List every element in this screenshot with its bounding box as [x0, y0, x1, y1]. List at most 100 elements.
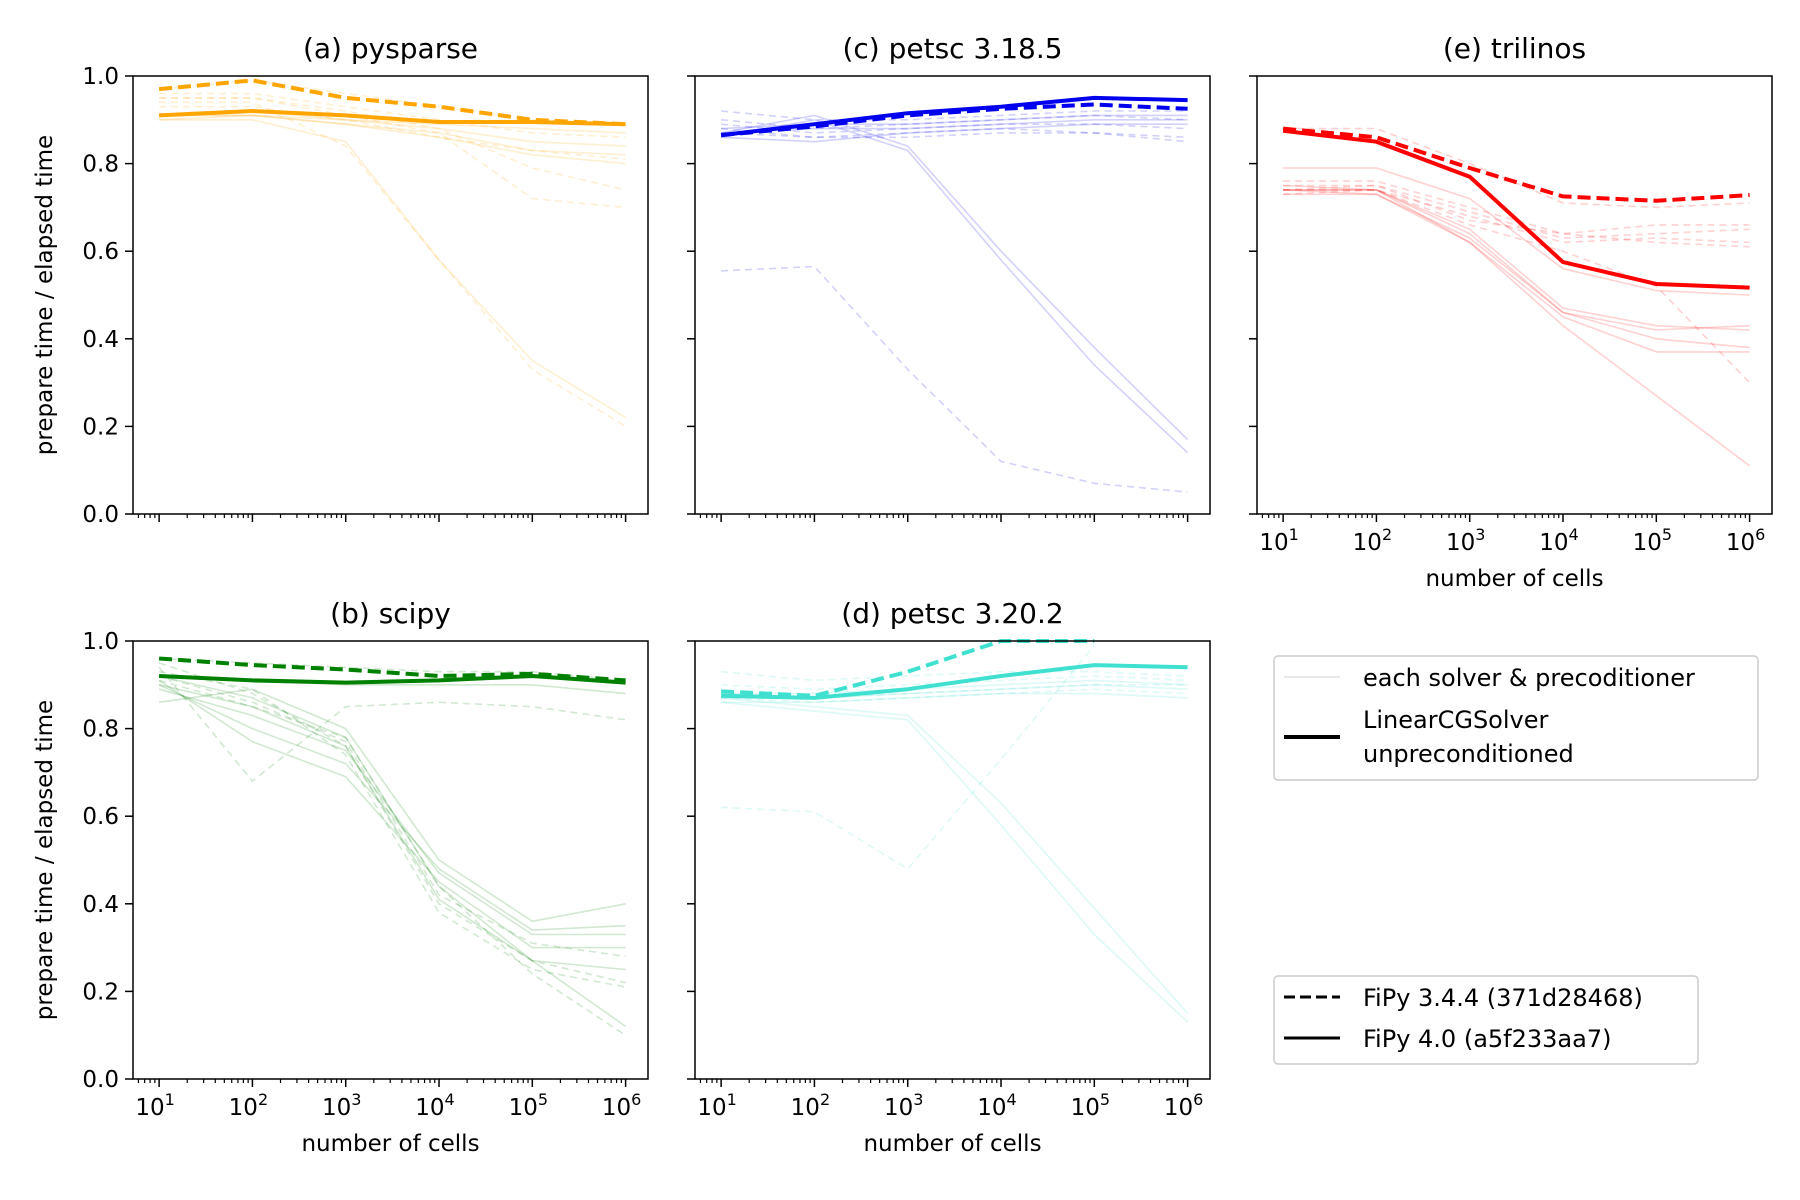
- series-other-dashed-5: [159, 97, 626, 209]
- series-main-solid-1: [159, 674, 626, 685]
- series-other-dashed-2: [1283, 127, 1750, 209]
- legend-version: FiPy 3.4.4 (371d28468) FiPy 4.0 (a5f233a…: [1273, 975, 1699, 1065]
- panel-title: (d) petsc 3.20.2: [841, 597, 1063, 630]
- series-other-dashed-5: [721, 127, 1188, 139]
- series-other-dashed-7: [721, 265, 1188, 493]
- series-other-solid-11: [158, 679, 626, 949]
- series-other-solid-11: [720, 114, 1189, 441]
- y-axis-label: prepare time / elapsed time: [32, 700, 58, 1020]
- legend-label-linearcg: LinearCGSolver: [1363, 706, 1549, 734]
- xtick-label: 103: [1446, 525, 1485, 556]
- series-other-dashed-2: [721, 644, 1095, 870]
- series-other-solid-12: [159, 119, 627, 419]
- panel-title: (b) scipy: [330, 597, 451, 630]
- plot-area: [695, 641, 1210, 1079]
- plot-area: [133, 76, 648, 514]
- panel-c: (c) petsc 3.18.5: [687, 32, 1211, 522]
- panel-d: (d) petsc 3.20.2 101 102 103 104 105 106 number…: [687, 597, 1211, 1157]
- ytick-label: 0.8: [82, 717, 119, 743]
- series-main-dashed-0: [721, 639, 1095, 698]
- series-other-dashed-7: [1283, 189, 1751, 384]
- series-other-solid-11: [1283, 193, 1750, 353]
- ytick-label: 0.4: [82, 892, 119, 918]
- series-main-dashed-0: [1282, 126, 1750, 203]
- series-other-dashed-7: [158, 679, 627, 1036]
- series-main-dashed-0: [158, 656, 626, 683]
- series-other-dashed-6: [721, 132, 1188, 143]
- series-other-solid-9: [1283, 189, 1750, 331]
- ytick-label: 0.2: [82, 414, 119, 440]
- x-axis-label: number of cells: [1425, 566, 1603, 592]
- series-other-dashed-6: [159, 101, 627, 428]
- series-other-dashed-5: [1283, 189, 1750, 244]
- series-other-solid-12: [158, 684, 626, 971]
- series-other-solid-10: [159, 114, 626, 156]
- series-other-solid-9: [721, 692, 1188, 704]
- series-other-solid-11: [721, 701, 1189, 1023]
- series-other-dashed-7: [159, 105, 626, 160]
- series-other-dashed-4: [158, 666, 626, 782]
- xtick-label: 104: [415, 1090, 454, 1121]
- xtick-label: 106: [1164, 1090, 1203, 1121]
- series-other-dashed-3: [1283, 180, 1750, 235]
- series-other-dashed-6: [721, 688, 1188, 704]
- series-main-solid-1: [1282, 128, 1750, 290]
- panel-title: (c) petsc 3.18.5: [842, 32, 1062, 65]
- ytick-label: 0.6: [82, 804, 119, 830]
- ytick-label: 0.0: [82, 502, 119, 528]
- series-group: [158, 78, 627, 428]
- panels-group: (a) pysparse 0.0 0.2 0.4 0.6 0.8 1.0 prepare ti…: [32, 32, 1773, 1157]
- x-axis-label: number of cells: [301, 1131, 479, 1157]
- series-other-solid-9: [158, 684, 626, 931]
- legend-label-fipy-344: FiPy 3.4.4 (371d28468): [1363, 984, 1643, 1012]
- series-other-solid-8: [1283, 189, 1750, 331]
- panel-a: (a) pysparse 0.0 0.2 0.4 0.6 0.8 1.0 prepare ti…: [32, 32, 649, 528]
- xtick-label: 106: [1726, 525, 1765, 556]
- ytick-label: 1.0: [82, 629, 119, 655]
- ytick-label: 0.4: [82, 327, 119, 353]
- series-other-solid-12: [720, 119, 1189, 454]
- series-other-dashed-4: [1283, 184, 1750, 239]
- series-other-solid-11: [159, 114, 626, 165]
- legend-label-fipy-40: FiPy 4.0 (a5f233aa7): [1363, 1025, 1611, 1053]
- ytick-label: 0.2: [82, 979, 119, 1005]
- ytick-label: 0.6: [82, 239, 119, 265]
- series-other-solid-12: [1283, 184, 1751, 467]
- legend-solver: each solver & precoditioner LinearCGSolv…: [1273, 655, 1759, 781]
- series-other-solid-13: [1283, 167, 1750, 296]
- series-main-solid-1: [720, 95, 1188, 138]
- xtick-label: 105: [1071, 1090, 1110, 1121]
- plot-area: [695, 76, 1210, 514]
- series-other-solid-10: [1283, 189, 1750, 349]
- xtick-label: 102: [1353, 525, 1392, 556]
- series-other-dashed-2: [721, 110, 1188, 121]
- xtick-label: 101: [1259, 525, 1298, 556]
- ytick-label: 1.0: [82, 64, 119, 90]
- series-other-solid-10: [158, 688, 626, 936]
- series-other-dashed-3: [159, 92, 626, 139]
- series-other-solid-9: [159, 114, 626, 147]
- series-other-dashed-6: [1283, 184, 1750, 248]
- xtick-label: 103: [322, 1090, 361, 1121]
- plot-area: [1257, 76, 1772, 514]
- series-group: [720, 95, 1189, 493]
- series-other-dashed-4: [721, 123, 1188, 134]
- series-other-solid-10: [721, 697, 1189, 1014]
- series-other-dashed-3: [721, 670, 1188, 682]
- panel-title: (a) pysparse: [303, 32, 478, 65]
- xtick-label: 105: [509, 1090, 548, 1121]
- series-other-solid-13: [158, 675, 627, 1028]
- xtick-label: 101: [697, 1090, 736, 1121]
- xtick-label: 103: [884, 1090, 923, 1121]
- x-axis-label: number of cells: [863, 1131, 1041, 1157]
- plot-area: [133, 641, 648, 1079]
- ytick-label: 0.8: [82, 152, 119, 178]
- series-main-solid-1: [159, 109, 626, 127]
- xtick-label: 101: [135, 1090, 174, 1121]
- xtick-label: 102: [229, 1090, 268, 1121]
- xtick-label: 106: [602, 1090, 641, 1121]
- panel-e: (e) trilinos 101 102 103 104 105 106 number of …: [1249, 32, 1773, 592]
- series-group: [158, 656, 627, 1036]
- panel-title: (e) trilinos: [1443, 32, 1586, 65]
